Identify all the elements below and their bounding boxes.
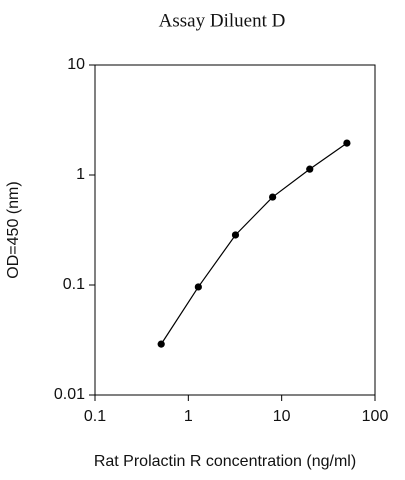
series-line <box>160 142 348 345</box>
y-tick-label: 0.01 <box>54 386 85 403</box>
x-tick-label: 1 <box>184 408 193 425</box>
data-point <box>343 139 351 147</box>
y-axis-label: OD=450 (nm) <box>5 181 22 278</box>
x-tick-label: 10 <box>273 408 291 425</box>
chart-title: Assay Diluent D <box>159 10 286 31</box>
data-point <box>306 165 314 173</box>
y-tick-label: 1 <box>76 166 85 183</box>
data-point <box>231 231 240 239</box>
x-tick-label: 100 <box>362 408 389 425</box>
data-point <box>194 283 202 291</box>
x-axis-label: Rat Prolactin R concentration (ng/ml) <box>94 453 356 470</box>
y-tick-label: 0.1 <box>63 276 85 293</box>
x-tick-label: 0.1 <box>84 408 106 425</box>
plot-frame <box>94 64 376 396</box>
data-point <box>157 340 165 348</box>
y-tick-label: 10 <box>67 56 85 73</box>
data-point <box>269 193 277 201</box>
